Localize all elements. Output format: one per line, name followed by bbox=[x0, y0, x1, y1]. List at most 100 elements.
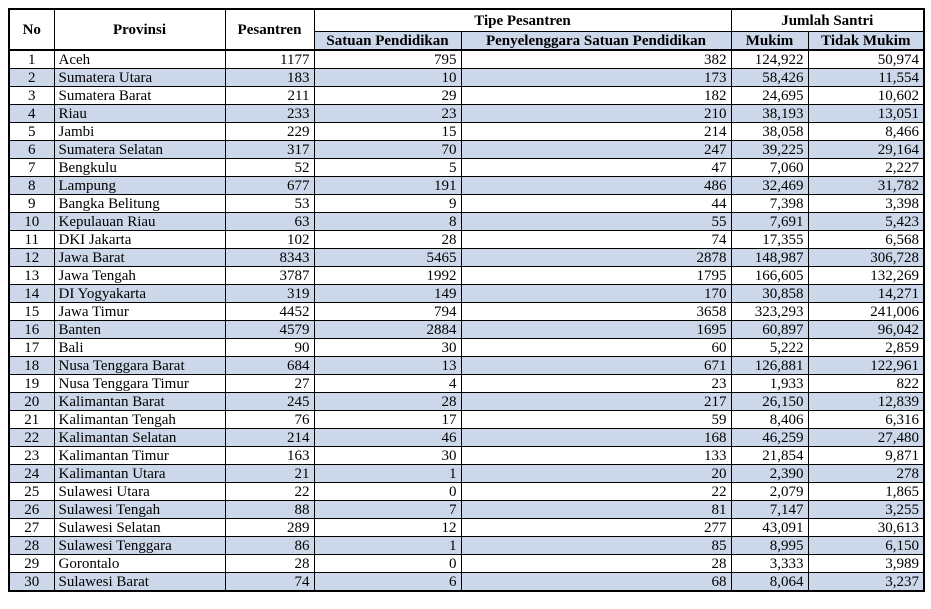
cell-penyelenggara-satuan-pendidikan: 44 bbox=[460, 194, 732, 213]
table-row: 19 Nusa Tenggara Timur 27 4 23 1,933 822 bbox=[8, 374, 925, 393]
cell-tidak-mukim: 306,728 bbox=[807, 248, 925, 267]
cell-penyelenggara-satuan-pendidikan: 247 bbox=[460, 140, 732, 159]
cell-no: 19 bbox=[8, 374, 55, 393]
cell-satuan-pendidikan: 30 bbox=[313, 338, 462, 357]
cell-no: 5 bbox=[8, 122, 55, 141]
cell-penyelenggara-satuan-pendidikan: 671 bbox=[460, 356, 732, 375]
cell-mukim: 26,150 bbox=[730, 392, 809, 411]
cell-tidak-mukim: 2,227 bbox=[807, 158, 925, 177]
cell-pesantren: 21 bbox=[224, 464, 315, 483]
cell-penyelenggara-satuan-pendidikan: 23 bbox=[460, 374, 732, 393]
cell-mukim: 126,881 bbox=[730, 356, 809, 375]
cell-tidak-mukim: 14,271 bbox=[807, 284, 925, 303]
cell-penyelenggara-satuan-pendidikan: 22 bbox=[460, 482, 732, 501]
cell-penyelenggara-satuan-pendidikan: 20 bbox=[460, 464, 732, 483]
cell-pesantren: 74 bbox=[224, 572, 315, 592]
cell-tidak-mukim: 278 bbox=[807, 464, 925, 483]
cell-tidak-mukim: 10,602 bbox=[807, 86, 925, 105]
cell-penyelenggara-satuan-pendidikan: 2878 bbox=[460, 248, 732, 267]
cell-pesantren: 86 bbox=[224, 536, 315, 555]
cell-no: 29 bbox=[8, 554, 55, 573]
cell-pesantren: 27 bbox=[224, 374, 315, 393]
cell-provinsi: Sumatera Selatan bbox=[53, 140, 226, 159]
cell-provinsi: Jambi bbox=[53, 122, 226, 141]
cell-satuan-pendidikan: 1992 bbox=[313, 266, 462, 285]
cell-satuan-pendidikan: 9 bbox=[313, 194, 462, 213]
cell-pesantren: 3787 bbox=[224, 266, 315, 285]
table-header: No Provinsi Pesantren Tipe Pesantren Jum… bbox=[8, 8, 925, 51]
cell-satuan-pendidikan: 29 bbox=[313, 86, 462, 105]
cell-satuan-pendidikan: 5 bbox=[313, 158, 462, 177]
cell-tidak-mukim: 132,269 bbox=[807, 266, 925, 285]
cell-satuan-pendidikan: 2884 bbox=[313, 320, 462, 339]
cell-pesantren: 8343 bbox=[224, 248, 315, 267]
cell-mukim: 323,293 bbox=[730, 302, 809, 321]
cell-pesantren: 183 bbox=[224, 68, 315, 87]
cell-pesantren: 28 bbox=[224, 554, 315, 573]
cell-mukim: 1,933 bbox=[730, 374, 809, 393]
cell-tidak-mukim: 822 bbox=[807, 374, 925, 393]
cell-satuan-pendidikan: 13 bbox=[313, 356, 462, 375]
cell-provinsi: Kalimantan Selatan bbox=[53, 428, 226, 447]
cell-mukim: 124,922 bbox=[730, 49, 809, 69]
cell-penyelenggara-satuan-pendidikan: 1795 bbox=[460, 266, 732, 285]
cell-tidak-mukim: 3,255 bbox=[807, 500, 925, 519]
cell-satuan-pendidikan: 7 bbox=[313, 500, 462, 519]
cell-mukim: 5,222 bbox=[730, 338, 809, 357]
cell-mukim: 7,398 bbox=[730, 194, 809, 213]
cell-no: 25 bbox=[8, 482, 55, 501]
cell-mukim: 58,426 bbox=[730, 68, 809, 87]
cell-penyelenggara-satuan-pendidikan: 28 bbox=[460, 554, 732, 573]
cell-pesantren: 214 bbox=[224, 428, 315, 447]
cell-pesantren: 317 bbox=[224, 140, 315, 159]
table-row: 3 Sumatera Barat 211 29 182 24,695 10,602 bbox=[8, 86, 925, 105]
cell-penyelenggara-satuan-pendidikan: 81 bbox=[460, 500, 732, 519]
cell-no: 30 bbox=[8, 572, 55, 592]
cell-penyelenggara-satuan-pendidikan: 182 bbox=[460, 86, 732, 105]
cell-satuan-pendidikan: 23 bbox=[313, 104, 462, 123]
cell-provinsi: Sulawesi Barat bbox=[53, 572, 226, 592]
cell-provinsi: Jawa Tengah bbox=[53, 266, 226, 285]
cell-tidak-mukim: 6,150 bbox=[807, 536, 925, 555]
cell-tidak-mukim: 30,613 bbox=[807, 518, 925, 537]
col-header-penyelenggara-satuan-pendidikan: Penyelenggara Satuan Pendidikan bbox=[460, 31, 732, 51]
table-row: 16 Banten 4579 2884 1695 60,897 96,042 bbox=[8, 320, 925, 339]
table-row: 25 Sulawesi Utara 22 0 22 2,079 1,865 bbox=[8, 482, 925, 501]
cell-satuan-pendidikan: 46 bbox=[313, 428, 462, 447]
cell-provinsi: DI Yogyakarta bbox=[53, 284, 226, 303]
table-row: 17 Bali 90 30 60 5,222 2,859 bbox=[8, 338, 925, 357]
cell-satuan-pendidikan: 795 bbox=[313, 49, 462, 69]
cell-satuan-pendidikan: 0 bbox=[313, 482, 462, 501]
cell-pesantren: 233 bbox=[224, 104, 315, 123]
cell-mukim: 3,333 bbox=[730, 554, 809, 573]
cell-provinsi: Bali bbox=[53, 338, 226, 357]
cell-tidak-mukim: 13,051 bbox=[807, 104, 925, 123]
cell-satuan-pendidikan: 149 bbox=[313, 284, 462, 303]
cell-no: 2 bbox=[8, 68, 55, 87]
cell-pesantren: 319 bbox=[224, 284, 315, 303]
header-row-subcolumns: Satuan Pendidikan Penyelenggara Satuan P… bbox=[9, 31, 925, 51]
cell-satuan-pendidikan: 5465 bbox=[313, 248, 462, 267]
cell-penyelenggara-satuan-pendidikan: 170 bbox=[460, 284, 732, 303]
cell-tidak-mukim: 31,782 bbox=[807, 176, 925, 195]
cell-no: 8 bbox=[8, 176, 55, 195]
cell-penyelenggara-satuan-pendidikan: 60 bbox=[460, 338, 732, 357]
cell-satuan-pendidikan: 28 bbox=[313, 392, 462, 411]
cell-pesantren: 677 bbox=[224, 176, 315, 195]
table-row: 15 Jawa Timur 4452 794 3658 323,293 241,006 bbox=[8, 302, 925, 321]
table-row: 1 Aceh 1177 795 382 124,922 50,974 bbox=[8, 49, 925, 69]
cell-no: 4 bbox=[8, 104, 55, 123]
table-row: 22 Kalimantan Selatan 214 46 168 46,259 27,480 bbox=[8, 428, 925, 447]
cell-penyelenggara-satuan-pendidikan: 217 bbox=[460, 392, 732, 411]
cell-no: 13 bbox=[8, 266, 55, 285]
cell-mukim: 166,605 bbox=[730, 266, 809, 285]
table-row: 28 Sulawesi Tenggara 86 1 85 8,995 6,150 bbox=[8, 536, 925, 555]
cell-provinsi: Kalimantan Timur bbox=[53, 446, 226, 465]
cell-tidak-mukim: 8,466 bbox=[807, 122, 925, 141]
cell-provinsi: Bangka Belitung bbox=[53, 194, 226, 213]
cell-no: 1 bbox=[8, 49, 55, 69]
cell-provinsi: Sulawesi Selatan bbox=[53, 518, 226, 537]
table-row: 26 Sulawesi Tengah 88 7 81 7,147 3,255 bbox=[8, 500, 925, 519]
cell-mukim: 2,390 bbox=[730, 464, 809, 483]
cell-pesantren: 102 bbox=[224, 230, 315, 249]
